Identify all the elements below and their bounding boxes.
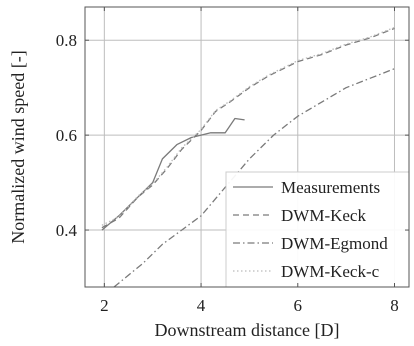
x-tick-label: 6 xyxy=(294,296,303,315)
legend-label: Measurements xyxy=(281,178,380,197)
x-axis-label: Downstream distance [D] xyxy=(155,320,340,340)
plot-series xyxy=(101,26,395,287)
series-line-dwm-egmond xyxy=(113,68,395,287)
legend-label: DWM-Keck-c xyxy=(281,262,380,281)
tick-labels: 2 4 6 8 0.4 0.6 0.8 xyxy=(56,7,409,315)
legend: Measurements DWM-Keck DWM-Egmond DWM-Keck-c xyxy=(225,171,410,288)
y-tick-label: 0.4 xyxy=(56,221,78,240)
legend-label: DWM-Egmond xyxy=(281,234,388,253)
legend-label: DWM-Keck xyxy=(281,206,366,225)
y-tick-label: 0.8 xyxy=(56,31,77,50)
legend-box xyxy=(225,171,410,288)
y-axis-label: Normalized wind speed [-] xyxy=(8,50,28,243)
series-line-dwm-keck xyxy=(101,27,395,229)
y-tick-label: 0.6 xyxy=(56,126,77,145)
x-tick-label: 4 xyxy=(197,296,206,315)
plot-frame xyxy=(84,6,410,288)
x-tick-label: 8 xyxy=(390,296,399,315)
x-tick-label: 2 xyxy=(100,296,109,315)
series-line-dwm-keck-c xyxy=(101,26,395,226)
